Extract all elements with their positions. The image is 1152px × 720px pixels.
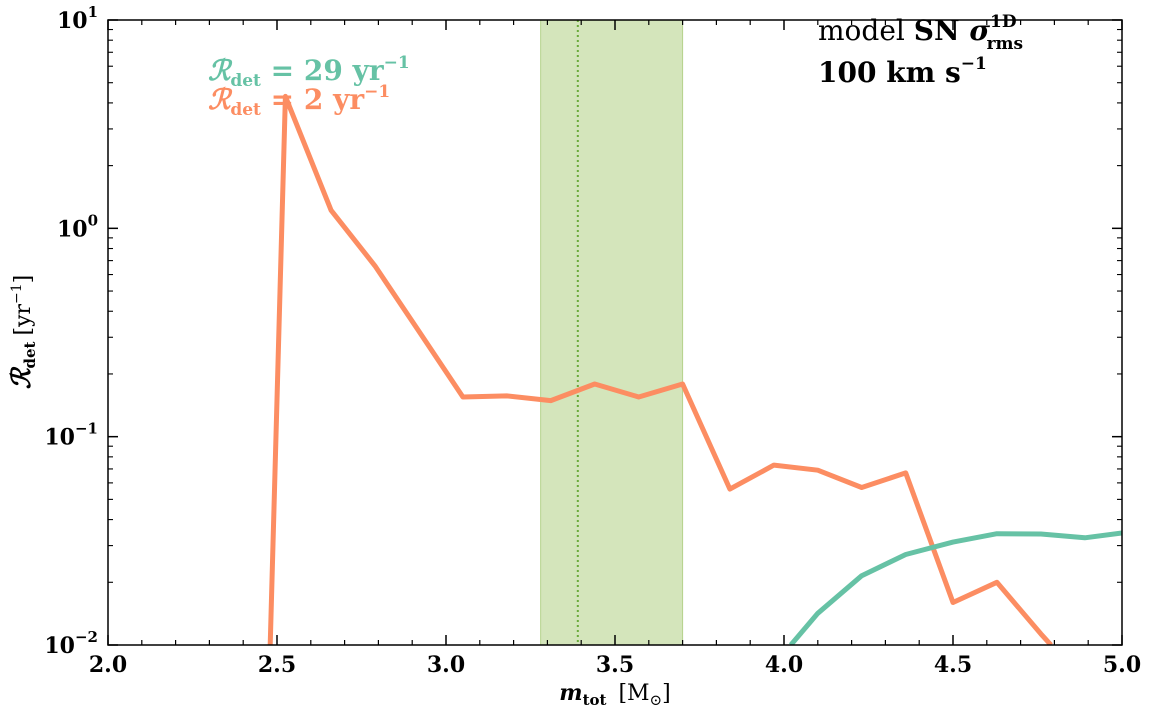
model-label-line2: 100 km s−1: [818, 54, 987, 89]
x-tick-label: 2.5: [258, 652, 296, 678]
series-layer: [267, 93, 1122, 645]
x-tick-label: 2.0: [89, 652, 127, 678]
y-tick-label: 10−2: [44, 628, 98, 659]
x-axis-label: mtot [M⊙]: [559, 680, 670, 709]
series-line-0: [267, 93, 1053, 645]
x-tick-label: 5.0: [1103, 652, 1141, 678]
annotation-rate-orange: ℛdet = 2 yr−1: [208, 82, 390, 120]
axis-tick-labels: 2.0 2.5 3.0 3.5 4.0 4.5 5.0 10−2 10−1 100 101: [44, 3, 1141, 678]
shaded-band-layer: [540, 19, 684, 646]
x-tick-label: 3.5: [596, 652, 634, 678]
annotation-rate-green: ℛdet = 29 yr−1: [208, 53, 410, 91]
x-tick-label: 4.0: [765, 652, 803, 678]
y-axis-label: ℛdet[yr−1]: [7, 275, 39, 389]
model-label-line1: model SN σ1D rms: [818, 12, 1023, 54]
y-tick-label: 10−1: [44, 420, 98, 451]
series-line-1: [788, 530, 1122, 645]
y-tick-label: 100: [57, 211, 98, 242]
y-tick-label: 101: [57, 3, 98, 34]
x-tick-label: 4.5: [934, 652, 972, 678]
x-tick-label: 3.0: [427, 652, 465, 678]
axis-ticks: [107, 19, 1123, 646]
shaded-band: [540, 19, 684, 646]
